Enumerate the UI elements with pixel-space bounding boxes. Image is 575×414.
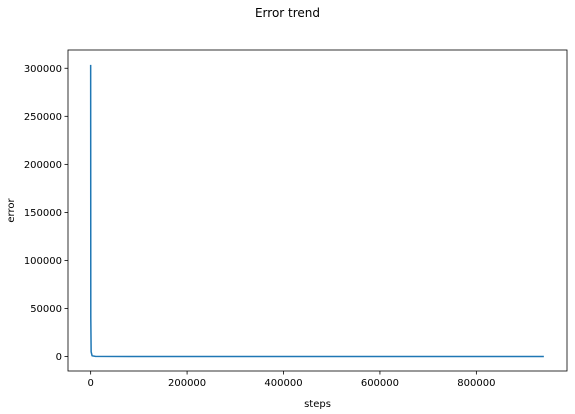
y-axis-ticks: 0 50000 100000 150000 200000 250000 300000 [24,64,68,363]
axes-frame [68,50,567,371]
y-tick-label: 300000 [24,64,62,75]
x-tick-label: 0 [87,378,93,389]
x-axis-ticks: 0 200000 400000 600000 800000 [87,371,495,389]
x-tick-label: 400000 [264,378,302,389]
y-tick-label: 50000 [30,304,62,315]
x-axis-label: steps [304,399,331,410]
y-axis-label: error [6,198,17,223]
chart-title: Error trend [255,6,320,20]
series-line [91,65,544,357]
x-tick-label: 200000 [168,378,206,389]
x-tick-label: 800000 [457,378,495,389]
y-tick-label: 100000 [24,256,62,267]
plot-area [91,65,544,357]
x-tick-label: 600000 [361,378,399,389]
y-tick-label: 250000 [24,112,62,123]
y-tick-label: 200000 [24,160,62,171]
y-tick-label: 150000 [24,208,62,219]
y-tick-label: 0 [56,352,62,363]
